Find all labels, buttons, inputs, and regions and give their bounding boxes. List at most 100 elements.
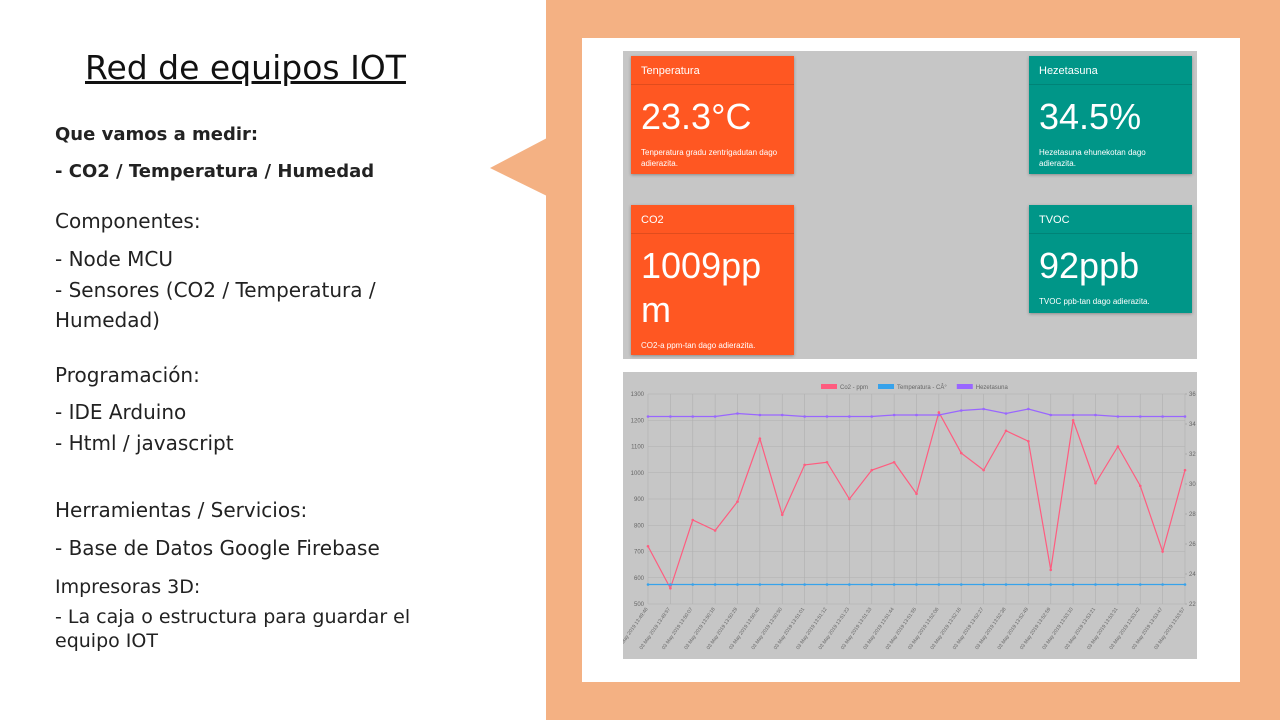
text-line: - Html / javascript [55,431,234,455]
y-tick-label: 900 [634,497,645,503]
point [1004,429,1008,433]
y2-tick-label: 24 [1189,572,1196,578]
legend-swatch [878,384,895,389]
pointer [490,138,547,196]
point [1049,568,1053,572]
card-description: Hezetasuna ehunekotan dago adierazita. [1039,148,1146,168]
y2-tick-label: 28 [1189,512,1196,518]
point [1071,413,1075,417]
point [803,463,806,467]
point [736,500,739,503]
point [780,413,784,417]
y-tick-label: 1100 [631,445,645,451]
point [1161,583,1164,586]
text-line: Programación: [55,363,200,387]
point [937,583,941,586]
y-tick-label: 700 [634,550,645,556]
point [713,529,717,532]
point [848,497,851,501]
card: CO2 1009ppm CO2-a ppm-tan dago adierazit… [631,205,794,355]
point [1161,550,1164,553]
point [1116,415,1120,418]
point [1183,583,1187,586]
point [713,415,717,418]
point [669,415,672,418]
legend-label: Hezetasuna [976,385,1009,391]
point [758,437,762,440]
point [1071,418,1075,422]
point [959,583,963,586]
point [691,415,695,418]
y-tick-label: 1200 [631,418,645,424]
y-tick-label: 1300 [631,392,645,398]
point [1094,481,1097,485]
card: TVOC 92ppb TVOC ppb-tan dago adierazita. [1029,205,1192,313]
point [1027,583,1030,586]
text-line: Componentes: [55,209,201,233]
point [803,415,806,418]
title: Red de equipos IOT [85,48,406,87]
chart: 500 600 700 800 900 1000 1100 1200 1300 22 24 26 28 3… [623,372,1197,659]
point [1138,415,1142,418]
point [892,583,896,586]
y2-tick-label: 36 [1189,392,1196,398]
point [825,415,829,418]
point [1183,468,1187,472]
point [736,412,739,415]
point [870,583,874,586]
point [758,413,762,417]
y2-tick-label: 34 [1189,422,1196,428]
card-value: 92ppb [1039,245,1140,286]
text-line: - La caja o estructura para guardar el e… [55,606,411,652]
legend-swatch [956,384,973,389]
point [736,583,739,586]
card-description: Tenperatura gradu zentrigadutan dago adi… [641,148,778,168]
y-tick-label: 800 [634,523,645,529]
point [1116,583,1120,586]
card-description: CO2-a ppm-tan dago adierazita. [641,341,756,350]
card-label: Hezetasuna [1029,56,1192,85]
point [803,583,806,586]
point [669,586,672,590]
point [959,451,963,455]
y-tick-label: 1000 [631,471,645,477]
point [1071,583,1075,586]
text-line: Herramientas / Servicios: [55,498,308,522]
point [1004,412,1008,415]
card-label: CO2 [631,205,794,234]
point [892,413,896,417]
card-label: Tenperatura [631,56,794,85]
point [1027,439,1030,443]
point [870,415,874,418]
y-tick-label: 600 [634,576,645,582]
card-value: 1009ppm [641,245,762,330]
point [982,468,985,472]
point [937,411,941,414]
y2-tick-label: 32 [1189,452,1196,458]
point [1138,583,1142,586]
point [1094,583,1097,586]
point [691,518,695,522]
text-line: - Node MCU [55,247,173,271]
point [669,583,672,586]
point [848,583,851,586]
card-value: 34.5% [1039,96,1142,137]
card: Hezetasuna 34.5% Hezetasuna ehunekotan d… [1029,56,1192,174]
point [848,415,851,418]
legend-swatch [821,384,837,389]
point [1049,413,1053,417]
point [915,492,918,496]
point [646,415,650,418]
point [959,409,963,412]
text-line: - Base de Datos Google Firebase [55,536,380,560]
point [915,583,918,586]
point [870,468,874,472]
point [646,544,650,548]
point [780,583,784,586]
point [1161,415,1164,418]
text-line: - IDE Arduino [55,400,187,424]
point [892,460,896,464]
point [1183,415,1187,418]
legend-label: Temperatura - CÂ° [897,384,947,391]
